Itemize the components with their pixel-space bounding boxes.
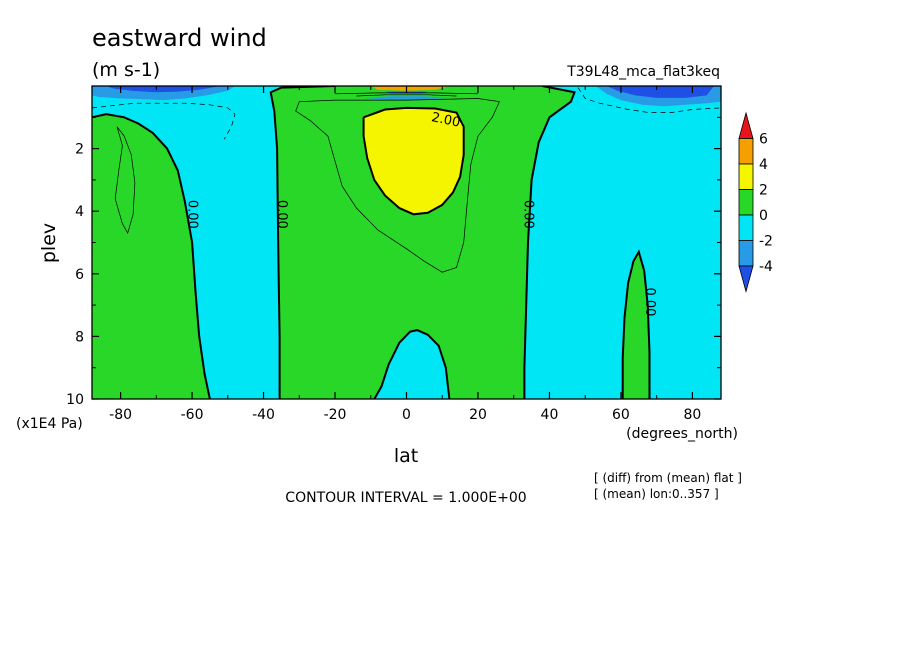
contour-label-3: 0.00 <box>642 287 657 316</box>
colorbar-swatch-5 <box>738 240 754 267</box>
zero-contour-0 <box>92 113 211 399</box>
zero-contour-3 <box>373 329 451 399</box>
contour-label-1: 0.00 <box>274 200 289 229</box>
x-tick-label-7: 60 <box>612 407 630 423</box>
chart-title: eastward wind <box>92 24 267 52</box>
filled-regions <box>92 86 721 399</box>
y-tick-labels: 2 4 6 8 10 <box>66 142 84 408</box>
zero-contour-4 <box>621 249 651 399</box>
x-tick-label-5: 20 <box>469 407 487 423</box>
colorbar-label-4: -2 <box>759 234 773 250</box>
y-axis-label: plev <box>38 223 60 263</box>
region-9 <box>606 86 714 98</box>
y-tick-label-1: 4 <box>75 204 84 220</box>
axis-ticks <box>92 86 721 400</box>
colorbar-swatch-3 <box>738 189 754 216</box>
colorbar-swatch-4 <box>738 214 754 241</box>
colorbar <box>738 111 754 294</box>
contour-label-0: 0.00 <box>185 200 200 229</box>
y-tick-label-3: 8 <box>75 329 84 345</box>
colorbar-label-0: 6 <box>759 132 768 148</box>
x-tick-label-4: 0 <box>402 407 411 423</box>
region-10 <box>370 86 450 91</box>
thin-contour-0 <box>114 126 136 235</box>
y-tick-label-0: 2 <box>75 142 84 158</box>
colorbar-swatch-0 <box>738 111 754 139</box>
thin-contour-5 <box>356 94 457 97</box>
contour-labels: 0.00 0.00 0.00 0.00 2.00 <box>185 110 657 316</box>
zero-contour-2 <box>523 86 576 399</box>
experiment-label: T39L48_mca_flat3keq <box>566 64 720 80</box>
x-tick-label-6: 40 <box>541 407 559 423</box>
x-tick-label-1: -60 <box>181 407 204 423</box>
contour-label-2: 0.00 <box>521 200 536 229</box>
note-diff: [ (diff) from (mean) flat ] <box>594 471 742 485</box>
x-tick-labels: -80 -60 -40 -20 0 20 40 60 80 <box>109 407 701 423</box>
colorbar-label-1: 4 <box>759 157 768 173</box>
plot-area: 0.00 0.00 0.00 0.00 2.00 <box>91 85 722 400</box>
zero-contour-1 <box>269 86 336 399</box>
chart-units: (m s-1) <box>92 59 160 81</box>
x-unit-label: (degrees_north) <box>626 426 738 442</box>
region-6 <box>363 96 450 101</box>
y-tick-label-4: 10 <box>66 392 84 408</box>
thin-contour-3 <box>577 87 721 113</box>
colorbar-swatch-6 <box>738 265 754 294</box>
note-mean: [ (mean) lon:0..357 ] <box>594 487 719 501</box>
y-tick-label-2: 6 <box>75 267 84 283</box>
colorbar-swatch-2 <box>738 163 754 190</box>
thin-contour-1 <box>295 98 500 273</box>
contour-interval-text: CONTOUR INTERVAL = 1.000E+00 <box>285 490 526 506</box>
x-tick-label-0: -80 <box>109 407 132 423</box>
colorbar-label-2: 2 <box>759 183 768 199</box>
x-tick-label-8: 80 <box>683 407 701 423</box>
colorbar-labels: 6 4 2 0 -2 -4 <box>759 132 773 276</box>
region-3 <box>363 107 464 215</box>
zero-contours <box>92 86 651 399</box>
colorbar-label-5: -4 <box>759 259 773 275</box>
colorbar-label-3: 0 <box>759 208 768 224</box>
x-axis-label: lat <box>394 445 418 467</box>
y-unit-label: (x1E4 Pa) <box>16 416 83 432</box>
colorbar-swatch-1 <box>738 138 754 165</box>
x-tick-label-3: -20 <box>324 407 347 423</box>
region-2 <box>622 251 650 399</box>
thin-contour-2 <box>92 102 236 140</box>
region-1 <box>270 86 575 399</box>
zero-contour-5 <box>362 106 465 216</box>
contour-label-4: 2.00 <box>430 110 461 131</box>
x-tick-label-2: -40 <box>252 407 275 423</box>
